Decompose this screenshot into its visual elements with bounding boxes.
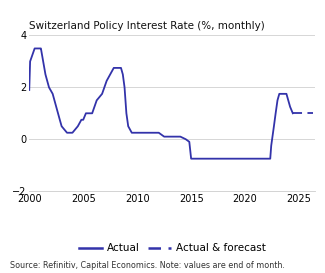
Legend: Actual, Actual & forecast: Actual, Actual & forecast [74, 239, 270, 257]
Text: Switzerland Policy Interest Rate (%, monthly): Switzerland Policy Interest Rate (%, mon… [29, 20, 265, 31]
Text: Source: Refinitiv, Capital Economics. Note: values are end of month.: Source: Refinitiv, Capital Economics. No… [10, 261, 285, 270]
